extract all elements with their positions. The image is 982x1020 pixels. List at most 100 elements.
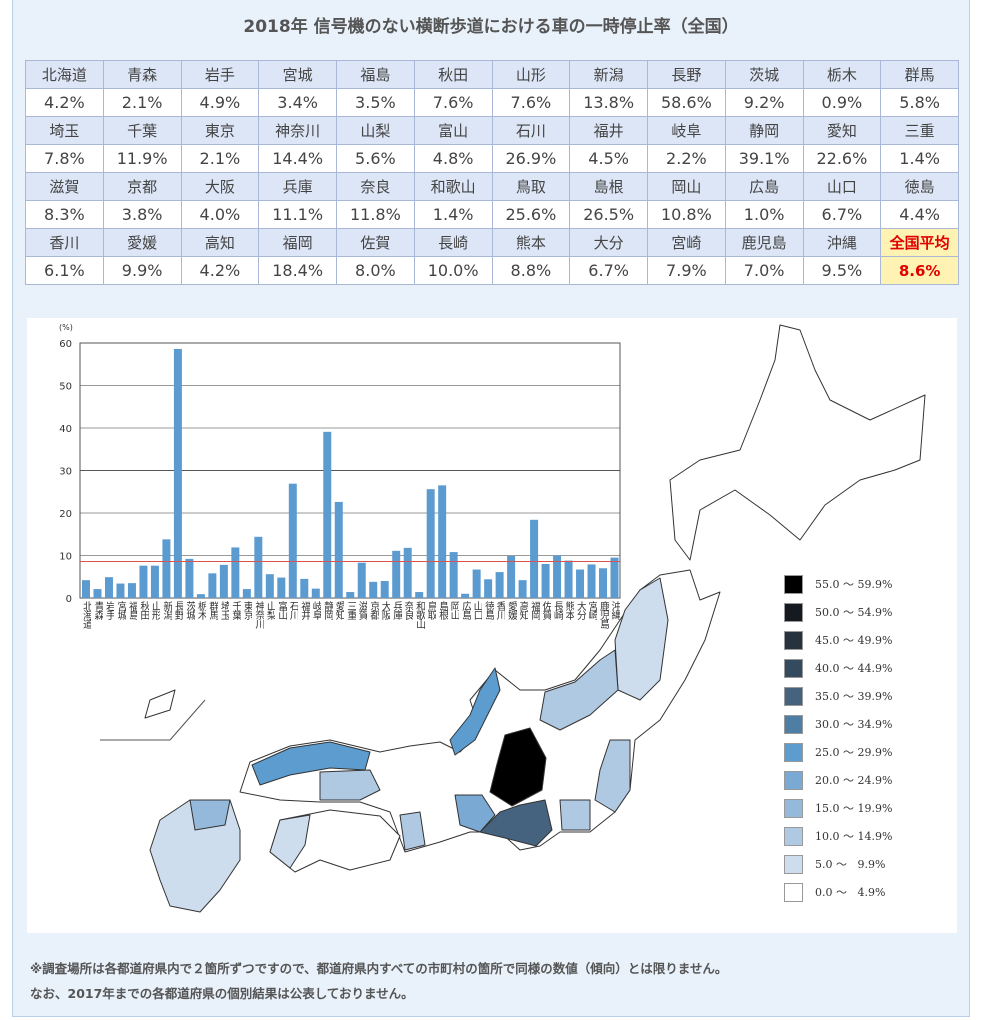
prefecture-rate: 22.6% [802, 144, 882, 173]
prefecture-rate: 4.2% [180, 256, 260, 285]
bar [599, 568, 608, 598]
legend-item: 45.0 ～ 49.9% [784, 626, 892, 654]
prefecture-name: 千葉 [102, 116, 182, 145]
x-tick-label: 長崎 [552, 601, 563, 619]
category-label: 島根 [436, 601, 448, 619]
bar [461, 593, 470, 598]
bar [449, 552, 458, 598]
category-label: 佐賀 [540, 601, 552, 619]
category-label: 岩手 [103, 601, 115, 619]
category-label: 愛媛 [505, 601, 517, 619]
map-nagano [489, 727, 547, 807]
prefecture-name: 沖縄 [802, 228, 882, 257]
prefecture-rate: 6.1% [25, 256, 104, 285]
map-hyogo-okayama [319, 769, 381, 801]
prefecture-name: 香川 [25, 228, 104, 257]
prefecture-rate: 7.9% [647, 256, 726, 285]
bar [334, 501, 343, 598]
prefecture-name: 島根 [569, 172, 648, 201]
legend-label: 20.0 ～ 24.9% [815, 774, 893, 787]
y-tick-label: 0 [66, 594, 72, 605]
prefecture-rate: 4.8% [413, 144, 493, 173]
bar [553, 555, 562, 598]
national-average-value: 8.6% [880, 256, 959, 285]
bar [231, 547, 240, 598]
prefecture-name: 福島 [336, 60, 415, 89]
legend-label: 55.0 ～ 59.9% [815, 578, 893, 591]
prefecture-rate: 26.5% [569, 200, 648, 229]
category-label: 和歌山 [413, 601, 425, 628]
prefecture-name: 長崎 [413, 228, 493, 257]
prefecture-name: 山梨 [336, 116, 415, 145]
map-legend: 55.0 ～ 59.9% 50.0 ～ 54.9% 45.0 ～ 49.9% 40.0… [784, 570, 892, 906]
bar [139, 565, 148, 598]
category-label: 鹿児島 [597, 601, 609, 628]
prefecture-rate: 4.9% [180, 88, 260, 117]
legend-swatch [784, 854, 803, 874]
prefecture-rate: 7.8% [25, 144, 104, 173]
prefecture-name: 京都 [102, 172, 182, 201]
bar [82, 580, 90, 598]
x-tick-label: 福島 [126, 601, 138, 619]
y-tick-label: 30 [59, 467, 72, 478]
y-axis-label: (%) [59, 323, 73, 332]
map-kanagawa [559, 799, 591, 831]
x-tick-label: 島根 [436, 601, 448, 619]
category-label: 山形 [149, 601, 161, 619]
legend-label: 45.0 ～ 49.9% [815, 634, 893, 647]
table-header-row: 香川 愛媛 高知 福岡 佐賀 長崎 熊本 大分 宮崎 鹿児島 沖縄 全国平均 [25, 228, 959, 257]
bar [185, 558, 194, 598]
category-label: 愛知 [333, 601, 345, 619]
bar [518, 580, 527, 598]
category-label: 石川 [287, 601, 299, 619]
category-label: 岡山 [448, 601, 460, 619]
map-fukuoka [189, 799, 231, 831]
category-label: 千葉 [229, 601, 241, 619]
prefecture-rate: 39.1% [724, 144, 804, 173]
prefecture-rate: 26.9% [491, 144, 571, 173]
legend-item: 0.0 ～ 4.9% [784, 878, 892, 906]
prefecture-rate: 18.4% [258, 256, 337, 285]
prefecture-name: 高知 [180, 228, 260, 257]
prefecture-name: 石川 [491, 116, 571, 145]
x-tick-label: 山形 [149, 601, 161, 619]
prefecture-name: 秋田 [413, 60, 493, 89]
legend-label: 30.0 ～ 34.9% [815, 718, 893, 731]
bar [116, 583, 125, 598]
prefecture-rate: 8.3% [25, 200, 104, 229]
legend-swatch [784, 686, 803, 706]
prefecture-name: 広島 [724, 172, 804, 201]
legend-swatch [784, 770, 803, 790]
prefecture-rate: 10.0% [413, 256, 493, 285]
x-tick-label: 奈良 [402, 601, 413, 619]
category-label: 茨城 [183, 601, 195, 619]
bar [369, 581, 378, 598]
category-label: 大分 [574, 601, 586, 619]
x-tick-label: 三重 [344, 601, 356, 619]
legend-label: 10.0 ～ 14.9% [815, 830, 893, 843]
x-tick-label: 宮崎 [586, 601, 597, 619]
bar [507, 555, 516, 598]
legend-swatch [784, 630, 803, 650]
category-label: 東京 [241, 601, 253, 619]
category-label: 京都 [367, 601, 379, 619]
x-tick-label: 青森 [92, 601, 103, 619]
prefecture-rate: 9.2% [724, 88, 804, 117]
category-label: 福島 [126, 601, 138, 619]
x-tick-label: 神奈川 [253, 601, 264, 628]
x-tick-label: 岡山 [448, 601, 460, 619]
legend-swatch [784, 742, 803, 762]
x-tick-label: 秋田 [138, 601, 149, 619]
legend-item: 35.0 ～ 39.9% [784, 682, 892, 710]
prefecture-rate: 8.0% [336, 256, 415, 285]
prefecture-rate: 3.5% [336, 88, 415, 117]
prefecture-name: 熊本 [491, 228, 571, 257]
legend-item: 25.0 ～ 29.9% [784, 738, 892, 766]
x-tick-label: 静岡 [322, 601, 333, 619]
prefecture-name: 大分 [569, 228, 648, 257]
prefecture-rate: 9.9% [102, 256, 182, 285]
category-label: 三重 [344, 601, 356, 619]
x-tick-label: 埼玉 [218, 601, 229, 619]
prefecture-name: 長野 [647, 60, 726, 89]
table-header-row: 北海道 青森 岩手 宮城 福島 秋田 山形 新潟 長野 茨城 栃木 群馬 [25, 60, 959, 89]
